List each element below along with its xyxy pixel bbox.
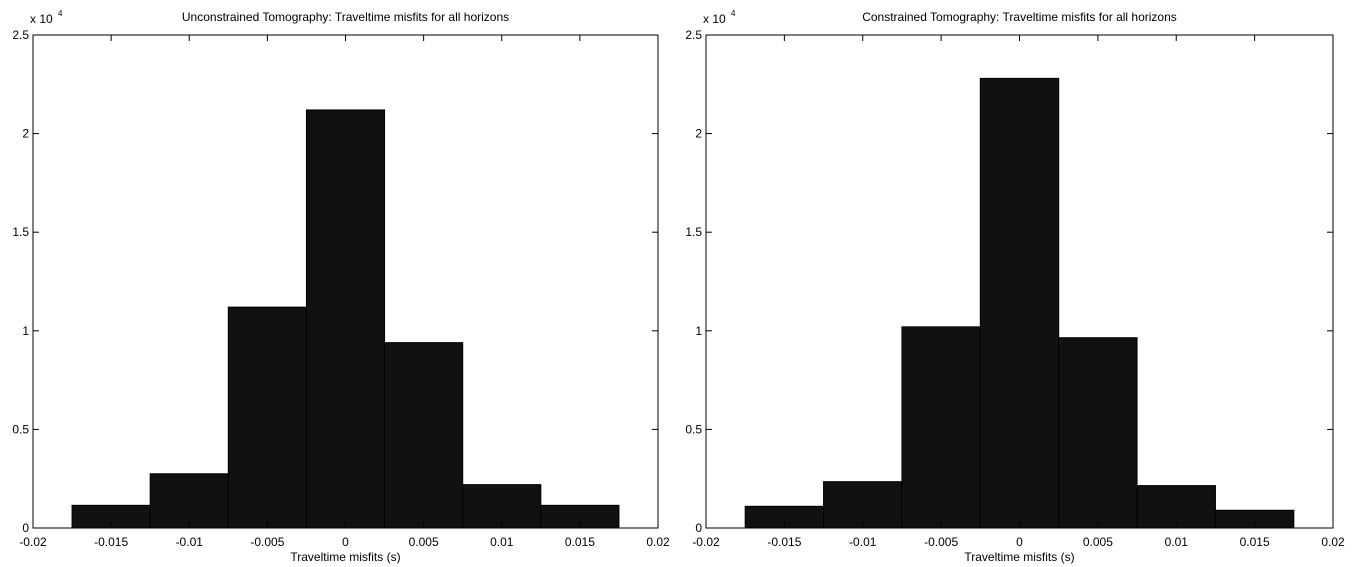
x-tick-label: 0.02: [1321, 535, 1345, 549]
x-tick-label: -0.02: [19, 535, 47, 549]
y-multiplier-power: 4: [58, 9, 63, 18]
bar: [227, 306, 307, 529]
x-tick-label: 0.015: [1240, 535, 1270, 549]
x-axis-label: Traveltime misfits (s): [964, 550, 1074, 564]
bar: [901, 326, 981, 529]
x-tick-label: 0.015: [565, 535, 595, 549]
y-tick-label: 0: [22, 521, 29, 535]
y-multiplier: x 10: [703, 12, 726, 26]
y-tick-label: 0.5: [12, 422, 29, 436]
x-tick-label: 0.02: [646, 535, 670, 549]
y-tick-label: 0: [695, 521, 702, 535]
bar: [979, 77, 1060, 529]
y-tick-label: 0.5: [685, 422, 702, 436]
chart-title: Unconstrained Tomography: Traveltime mis…: [182, 10, 509, 24]
y-tick-label: 1: [695, 324, 702, 338]
x-axis-label: Traveltime misfits (s): [290, 550, 400, 564]
bar: [823, 481, 903, 529]
x-tick-label: -0.01: [849, 535, 877, 549]
bar: [305, 109, 386, 529]
y-tick-label: 2.5: [685, 28, 702, 42]
y-tick-label: 2: [695, 127, 702, 141]
x-tick-label: -0.015: [767, 535, 801, 549]
bar: [462, 484, 542, 529]
y-multiplier-power: 4: [731, 9, 736, 18]
x-tick-label: -0.015: [94, 535, 128, 549]
y-tick-label: 2: [22, 127, 29, 141]
x-tick-label: 0.01: [490, 535, 514, 549]
x-tick-label: 0.01: [1165, 535, 1189, 549]
bar: [1058, 337, 1138, 529]
y-tick-label: 1.5: [685, 225, 702, 239]
x-tick-label: -0.005: [250, 535, 284, 549]
y-tick-label: 1.5: [12, 225, 29, 239]
x-tick-label: 0: [1016, 535, 1023, 549]
x-tick-label: -0.005: [924, 535, 958, 549]
y-tick-label: 2.5: [12, 28, 29, 42]
y-multiplier: x 10: [30, 12, 53, 26]
bar: [149, 473, 229, 529]
x-tick-label: 0.005: [1083, 535, 1113, 549]
x-tick-label: -0.01: [176, 535, 204, 549]
x-tick-label: -0.02: [692, 535, 720, 549]
bar: [1136, 485, 1216, 529]
chart-title: Constrained Tomography: Traveltime misfi…: [862, 10, 1177, 24]
y-tick-label: 1: [22, 324, 29, 338]
x-tick-label: 0: [342, 535, 349, 549]
bar: [384, 342, 464, 529]
x-tick-label: 0.005: [409, 535, 439, 549]
